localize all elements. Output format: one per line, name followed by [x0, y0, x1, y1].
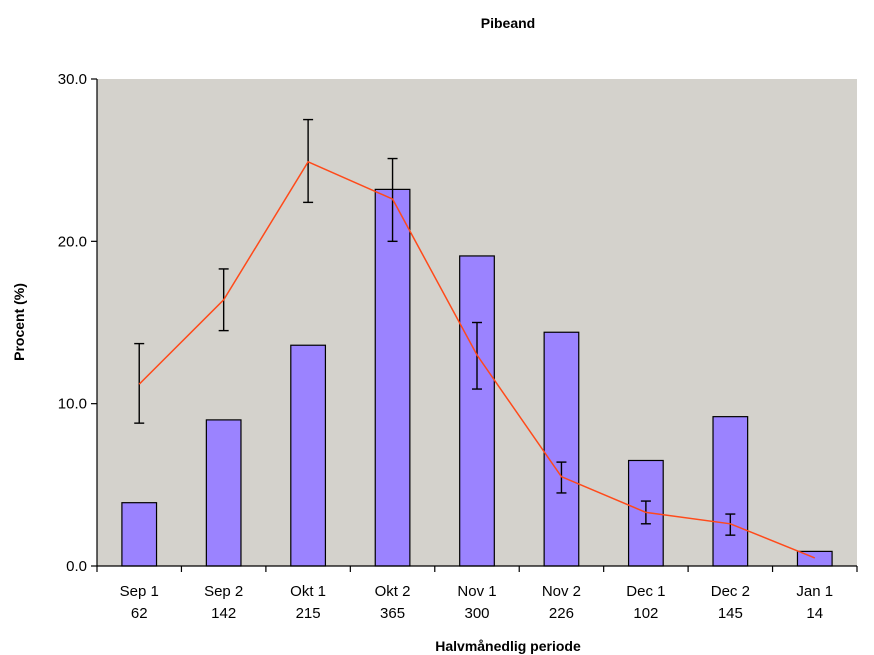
x-tick-label: Okt 2	[375, 583, 411, 600]
x-tick-label: Sep 2	[204, 583, 243, 600]
bar-nov-1	[459, 255, 495, 567]
y-tick-label: 10.0	[58, 396, 87, 413]
axes	[96, 79, 857, 567]
x-count-label: 226	[549, 605, 574, 622]
x-ticks: Sep 1 62 Sep 2 142 Okt 1 215 Okt 2 365 Nov 1 300 N…	[96, 566, 858, 622]
error-bar-okt-1	[303, 118, 314, 204]
bar-okt-1	[290, 344, 327, 567]
bar-sep-1	[121, 502, 158, 567]
bar-group	[121, 188, 833, 567]
x-count-label: 215	[296, 605, 321, 622]
x-count-label: 14	[806, 605, 823, 622]
bar-sep-2	[205, 419, 242, 567]
x-count-label: 300	[464, 605, 489, 622]
line-group	[138, 160, 816, 559]
x-count-label: 102	[633, 605, 658, 622]
x-tick-label: Nov 2	[542, 583, 581, 600]
x-tick-label: Dec 2	[711, 583, 750, 600]
bar-okt-2	[374, 188, 411, 567]
x-count-label: 62	[131, 605, 148, 622]
x-count-label: 365	[380, 605, 405, 622]
y-tick-label: 0.0	[66, 558, 87, 575]
chart-title: Pibeand	[481, 15, 535, 31]
x-axis-label: Halvmånedlig periode	[435, 638, 581, 654]
x-tick-label: Dec 1	[626, 583, 665, 600]
bar-nov-2	[543, 331, 580, 567]
y-axis-label: Procent (%)	[11, 283, 27, 361]
y-ticks: 0.0 10.0 20.0 30.0	[58, 71, 97, 575]
y-tick-label: 20.0	[58, 233, 87, 250]
y-tick-label: 30.0	[58, 71, 87, 88]
trend-line	[138, 160, 816, 559]
x-count-label: 142	[211, 605, 236, 622]
bar-dec-2	[712, 416, 749, 567]
x-tick-label: Jan 1	[796, 583, 833, 600]
x-tick-label: Sep 1	[120, 583, 159, 600]
x-count-label: 145	[718, 605, 743, 622]
x-tick-label: Nov 1	[457, 583, 496, 600]
x-tick-label: Okt 1	[290, 583, 326, 600]
